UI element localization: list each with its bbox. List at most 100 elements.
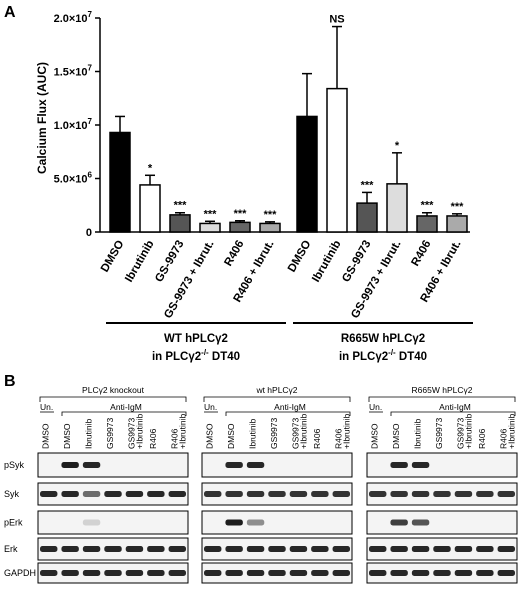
lane-label: GS9973 <box>455 418 465 449</box>
lane-label-line2: +Ibrutinib <box>177 414 187 449</box>
lane-label: GS9973 <box>126 418 136 449</box>
blot-band <box>82 519 101 526</box>
panel-a-letter: A <box>4 4 16 21</box>
blot-band <box>61 570 79 576</box>
blot-panel-title: PLCγ2 knockout <box>82 385 145 395</box>
bar <box>416 215 438 233</box>
significance-label: *** <box>361 179 375 191</box>
blot-band <box>246 491 265 497</box>
blot-band <box>433 546 451 552</box>
blot-band <box>168 491 186 497</box>
blot-band <box>61 491 79 497</box>
bar <box>169 214 191 233</box>
lane-label-line2: +Ibrutinib <box>506 414 516 449</box>
blot-band <box>369 570 387 576</box>
blot-title-bracket <box>368 396 516 402</box>
blot-band <box>147 570 165 576</box>
blot-band <box>411 462 430 468</box>
bar-plot: DMSO*Ibrutinib***GS-9973***GS-9973 + Ibr… <box>99 14 468 321</box>
lane-label: R406 <box>148 428 158 449</box>
significance-label: *** <box>174 200 188 212</box>
category-label: GS-9973 <box>153 239 186 285</box>
blot-band <box>82 570 101 576</box>
group-label: R665W hPLCγ2 <box>341 333 425 345</box>
y-tick-label: 1.5×107 <box>54 64 93 79</box>
bar <box>356 202 378 233</box>
blot-band <box>411 491 430 497</box>
blot-band <box>311 546 329 552</box>
lane-label: R406 <box>312 428 322 449</box>
blot-band <box>246 519 265 526</box>
treatment-label: Anti-IgM <box>439 402 471 412</box>
bar <box>296 115 318 233</box>
blot-band <box>125 570 144 576</box>
significance-label: * <box>148 162 153 174</box>
blot-band <box>311 491 329 497</box>
blot-band <box>411 519 430 526</box>
blot-row-label: pSyk <box>4 460 25 470</box>
lane-label: GS9973 <box>105 418 115 449</box>
blot-strip <box>201 452 353 478</box>
lane-label: Ibrutinib <box>84 418 94 449</box>
untreated-label: Un. <box>369 402 382 412</box>
blot-band <box>268 491 286 497</box>
blot-band <box>433 491 451 497</box>
blot-panel-title: R665W hPLCγ2 <box>412 385 473 395</box>
blot-band <box>147 491 165 497</box>
blot-band <box>497 491 515 497</box>
treatment-label: Anti-IgM <box>110 402 142 412</box>
blot-band <box>61 462 79 468</box>
lane-label: GS9973 <box>434 418 444 449</box>
blot-band <box>246 570 265 576</box>
category-label: Ibrutinib <box>123 239 156 285</box>
significance-label: NS <box>329 14 344 26</box>
blot-band <box>225 546 243 552</box>
blot-band <box>289 491 308 497</box>
blot-band <box>497 546 515 552</box>
y-axis-label: Calcium Flux (AUC) <box>35 62 49 174</box>
blot-band <box>125 546 144 552</box>
lane-label-line2: +Ibrutinib <box>341 414 351 449</box>
blot-row-label: pErk <box>4 518 23 528</box>
blot-band <box>390 519 408 526</box>
category-label: DMSO <box>286 238 314 274</box>
blot-band <box>476 570 494 576</box>
significance-label: *** <box>204 208 218 220</box>
lane-label: DMSO <box>41 423 51 449</box>
blot-band <box>168 546 186 552</box>
blot-band <box>289 546 308 552</box>
blot-band <box>225 462 243 468</box>
blot-strip <box>37 452 189 478</box>
blot-band <box>332 570 350 576</box>
blot-row-label: Syk <box>4 489 20 499</box>
blot-band <box>268 570 286 576</box>
blot-band <box>289 570 308 576</box>
blot-strip <box>366 452 518 478</box>
blot-band <box>369 491 387 497</box>
untreated-label: Un. <box>204 402 217 412</box>
y-tick-label: 1.0×107 <box>54 117 93 132</box>
group-sublabel: in PLCγ2-/- DT40 <box>339 348 427 363</box>
lane-label: DMSO <box>370 423 380 449</box>
lane-label: Ibrutinib <box>413 418 423 449</box>
blot-band <box>268 546 286 552</box>
y-tick-label: 2.0×107 <box>54 10 93 25</box>
group-label: WT hPLCγ2 <box>164 333 228 345</box>
blot-band <box>147 546 165 552</box>
blot-band <box>433 570 451 576</box>
significance-label: *** <box>451 201 465 213</box>
blot-band <box>104 546 122 552</box>
blot-band <box>454 491 473 497</box>
significance-label: *** <box>421 200 435 212</box>
lane-label: DMSO <box>391 423 401 449</box>
blot-band <box>225 570 243 576</box>
significance-label: * <box>395 140 400 152</box>
bar <box>199 222 221 233</box>
bar <box>259 222 281 233</box>
blot-band <box>204 570 222 576</box>
blot-band <box>411 570 430 576</box>
blot-band <box>390 491 408 497</box>
blot-band <box>61 546 79 552</box>
blot-band <box>204 491 222 497</box>
